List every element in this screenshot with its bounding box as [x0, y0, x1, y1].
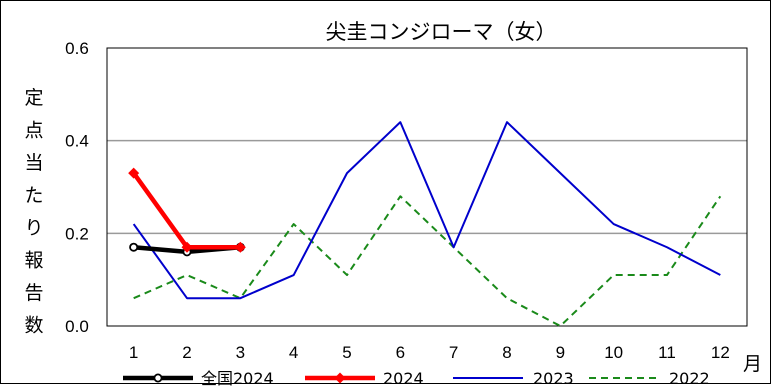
y-axis-label-char: 報: [24, 250, 43, 272]
legend-label: 2024: [383, 369, 424, 387]
y-axis-label-char: 点: [24, 120, 43, 142]
x-tick-label: 2: [182, 343, 191, 362]
legend-item: 2022: [589, 369, 710, 387]
data-point: [129, 242, 139, 252]
x-axis-label: 月: [743, 353, 762, 375]
x-tick-label: 11: [658, 343, 676, 362]
legend-label: 全国2024: [201, 369, 274, 387]
x-tick-label: 7: [449, 343, 458, 362]
x-tick-label: 9: [556, 343, 565, 362]
x-tick-label: 4: [289, 343, 298, 362]
series-layer: [128, 121, 722, 327]
x-tick-label: 10: [604, 343, 623, 362]
y-axis-label-char: 告: [24, 282, 43, 304]
series-line: [131, 171, 241, 250]
x-tick-label: 3: [236, 343, 245, 362]
y-tick-label: 0.0: [65, 317, 89, 336]
legend-marker: [334, 372, 346, 384]
data-point: [128, 167, 140, 179]
x-tick-labels: 1 2 3 4 5 6 7 8 9 10 11 12: [129, 343, 730, 362]
y-tick-label: 0.4: [65, 132, 89, 151]
legend-item: 2023: [453, 369, 574, 387]
y-axis-label-char: 定: [24, 87, 43, 109]
x-tick-label: 12: [711, 343, 730, 362]
series-2024: [128, 167, 246, 253]
y-tick-label: 0.6: [65, 39, 89, 58]
series-line: [132, 121, 721, 300]
legend-item: 2024: [305, 369, 424, 387]
y-axis-label-char: た: [24, 185, 43, 207]
data-point: [234, 241, 246, 253]
x-tick-label: 5: [342, 343, 351, 362]
x-tick-label: 8: [502, 343, 511, 362]
y-axis-label-char: 数: [24, 315, 43, 337]
grid-lines: [107, 139, 747, 235]
data-point: [181, 241, 193, 253]
legend-marker: [153, 373, 163, 383]
legend: 全国2024 2024 2023 2022: [123, 369, 710, 387]
plot-area-border: [106, 47, 748, 327]
series-2022: [133, 195, 722, 327]
x-tick-label: 6: [396, 343, 405, 362]
series-2023: [132, 121, 721, 300]
legend-item: 全国2024: [123, 369, 274, 387]
y-tick-label: 0.2: [65, 224, 89, 243]
legend-label: 2023: [533, 369, 574, 387]
legend-label: 2022: [669, 369, 710, 387]
y-tick-labels: 0.0 0.2 0.4 0.6: [65, 39, 89, 336]
x-tick-label: 1: [129, 343, 138, 362]
y-axis-label-char: 当: [24, 152, 43, 174]
y-axis-label-char: り: [24, 217, 43, 239]
series-line: [133, 195, 722, 327]
chart-title: 尖圭コンジローマ（女）: [326, 20, 557, 44]
